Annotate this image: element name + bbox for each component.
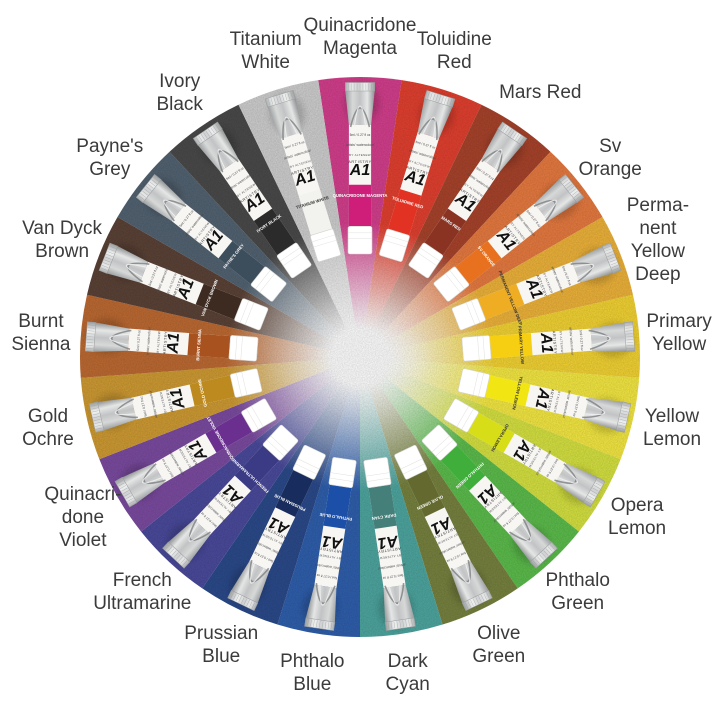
svg-text:BY ALTENEW: BY ALTENEW bbox=[349, 153, 371, 157]
svg-text:A1: A1 bbox=[321, 532, 345, 552]
svg-text:QUINACRIDONE MAGENTA: QUINACRIDONE MAGENTA bbox=[333, 193, 388, 198]
svg-text:A1: A1 bbox=[376, 532, 400, 552]
svg-text:5ml / 0.27 fl oz: 5ml / 0.27 fl oz bbox=[350, 133, 371, 137]
svg-text:A1: A1 bbox=[349, 162, 371, 179]
svg-text:artists’ watercolour: artists’ watercolour bbox=[346, 143, 375, 147]
svg-text:A1: A1 bbox=[165, 332, 184, 355]
svg-text:A1: A1 bbox=[537, 331, 556, 354]
